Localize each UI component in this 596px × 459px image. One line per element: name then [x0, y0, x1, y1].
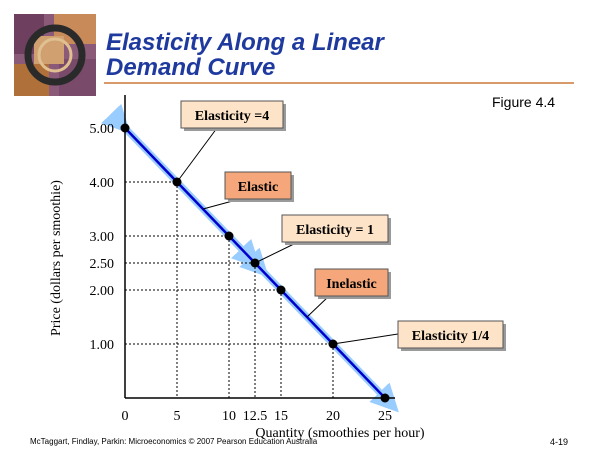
- y-axis-title: Price (dollars per smoothie): [49, 180, 64, 336]
- annotation-leader-line: [176, 127, 218, 183]
- x-tick-label: 0: [122, 409, 129, 424]
- annotation-label: Elasticity =4: [195, 109, 269, 124]
- annotation-box: [281, 214, 389, 243]
- annotation-label: Inelastic: [326, 277, 377, 292]
- annotation-box: [314, 268, 389, 297]
- title-divider: [104, 82, 574, 84]
- y-tick-label: 4.00: [90, 176, 115, 191]
- annotation-label: Elasticity 1/4: [412, 329, 489, 344]
- x-tick-label: 25: [378, 409, 392, 424]
- annotation-label: Elasticity = 1: [296, 223, 374, 238]
- annotation-box: [224, 171, 292, 200]
- y-tick-label: 1.00: [90, 338, 115, 353]
- slide-title-line-1: Elasticity Along a Linear: [106, 29, 384, 56]
- data-point: [276, 285, 286, 295]
- slide-number: 4-19: [550, 437, 569, 447]
- annotation-leader-line: [332, 333, 399, 345]
- x-axis-title: Quantity (smoothies per hour): [255, 426, 424, 441]
- logo-image: [14, 14, 96, 96]
- x-tick-label: 5: [174, 409, 181, 424]
- annotation-box: [180, 100, 284, 129]
- x-tick-label: 12.5: [243, 409, 268, 424]
- y-tick-label: 2.00: [90, 284, 115, 299]
- annotation-leader-line: [306, 295, 330, 318]
- data-point: [224, 231, 234, 241]
- y-tick-label: 3.00: [90, 230, 115, 245]
- data-point: [328, 339, 338, 349]
- y-tick-label: 2.50: [90, 257, 115, 272]
- annotation-box: [397, 320, 504, 349]
- figure-label: Figure 4.4: [492, 94, 556, 110]
- data-point: [120, 123, 130, 133]
- slide-title: Elasticity Along a Linear Demand Curve: [106, 30, 384, 80]
- annotation-leader-line: [254, 241, 299, 264]
- slide-title-line-2: Demand Curve: [106, 54, 276, 81]
- data-point: [250, 258, 260, 268]
- x-tick-label: 10: [222, 409, 236, 424]
- annotation-label: Elastic: [238, 180, 278, 195]
- data-point: [172, 177, 182, 187]
- data-point: [380, 393, 390, 403]
- x-tick-label: 20: [326, 409, 340, 424]
- y-tick-label: 5.00: [90, 122, 115, 137]
- x-tick-label: 15: [274, 409, 288, 424]
- footer-citation: McTaggart, Findlay, Parkin: Microeconomi…: [30, 437, 318, 446]
